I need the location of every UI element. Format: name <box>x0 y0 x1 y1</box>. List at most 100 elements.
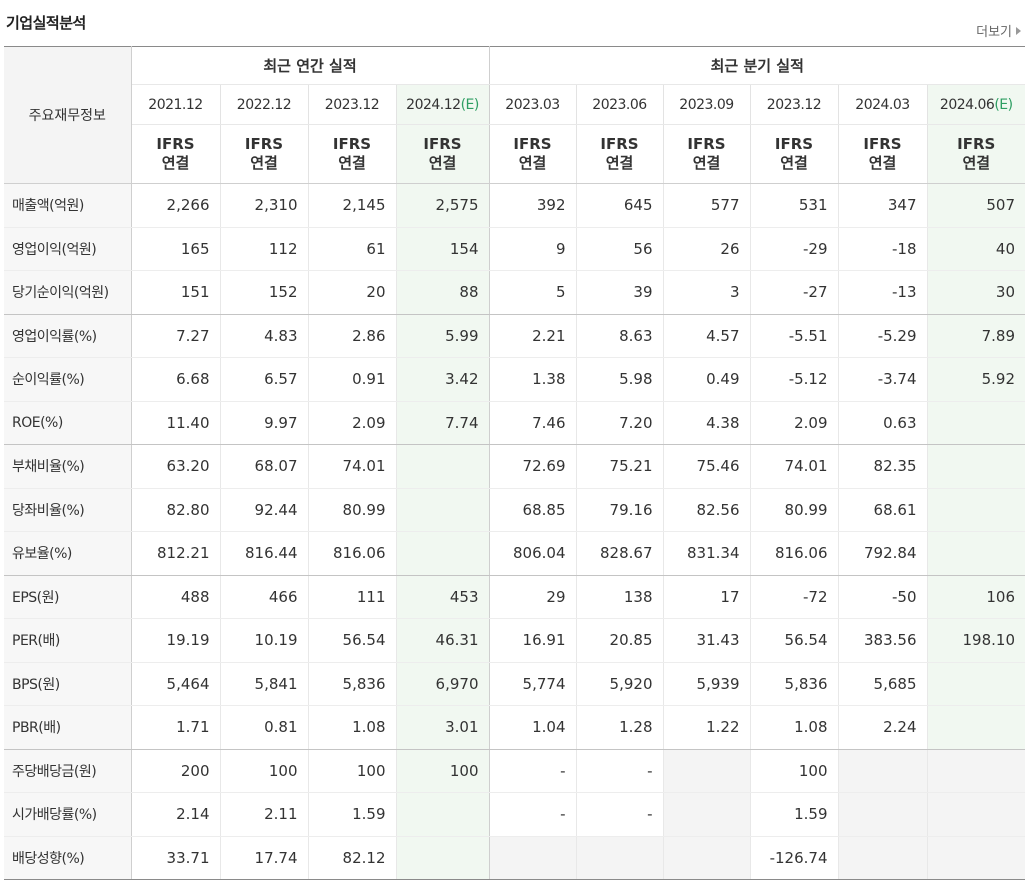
value-cell: -5.12 <box>749 357 838 402</box>
value-cell: 816.06 <box>749 531 838 576</box>
value-cell: 2.86 <box>307 314 396 358</box>
value-cell: 1.22 <box>662 705 750 750</box>
value-cell: 100 <box>307 749 396 793</box>
value-cell: -27 <box>749 270 838 315</box>
consolidated-label: 연결 <box>518 154 547 172</box>
table-row: 시가배당률(%) 2.14 2.11 1.59- -1.59 <box>4 792 1025 837</box>
value-cell: 507 <box>926 183 1025 228</box>
value-cell: 531 <box>749 183 838 228</box>
value-cell: 806.04 <box>488 531 576 576</box>
accounting-standard-header: IFRS 연결 <box>219 124 308 184</box>
value-cell: 383.56 <box>837 618 927 663</box>
value-cell: -5.51 <box>749 314 838 358</box>
value-cell: -13 <box>837 270 927 315</box>
value-cell: 63.20 <box>130 444 220 489</box>
value-cell: 46.31 <box>395 618 489 663</box>
table-row: 유보율(%) 812.21 816.44 816.06 806.04 828.67 831.… <box>4 531 1025 576</box>
value-cell: 0.81 <box>219 705 308 750</box>
value-cell: -72 <box>749 575 838 619</box>
more-link-label: 더보기 <box>976 25 1012 40</box>
value-cell: 79.16 <box>575 488 663 532</box>
period-header: 2024.12(E) <box>395 84 489 125</box>
consolidated-label: 연결 <box>868 154 897 172</box>
value-cell: - <box>575 792 663 837</box>
value-cell: 75.46 <box>662 444 750 489</box>
value-cell: 2.11 <box>219 792 308 837</box>
value-cell: 40 <box>926 227 1025 271</box>
value-cell: 4.83 <box>219 314 308 358</box>
consolidated-label: 연결 <box>692 154 721 172</box>
value-cell: 2.09 <box>307 401 396 445</box>
period-label: 2021.12 <box>148 96 203 113</box>
consolidated-label: 연결 <box>338 154 366 172</box>
period-header: 2023.12 <box>749 84 838 125</box>
value-cell: 4.57 <box>662 314 750 358</box>
ifrs-label: IFRS <box>244 135 284 153</box>
value-cell: 138 <box>575 575 663 619</box>
value-cell: -29 <box>749 227 838 271</box>
ifrs-label: IFRS <box>513 135 552 153</box>
value-cell: 2,310 <box>219 183 308 228</box>
financial-summary-table: 주요재무정보 최근 연간 실적 최근 분기 실적 2021.12 2022.12 2… <box>4 46 1025 880</box>
value-cell: 9.97 <box>219 401 308 445</box>
value-cell: 2.21 <box>488 314 576 358</box>
accounting-standard-header: IFRS 연결 <box>575 124 663 184</box>
value-cell: 4.38 <box>662 401 750 445</box>
row-label: ROE(%) <box>4 401 132 445</box>
value-cell: 11.40 <box>130 401 220 445</box>
value-cell: 5,685 <box>837 662 927 706</box>
value-cell: 26 <box>662 227 750 271</box>
period-header: 2023.12 <box>307 84 396 125</box>
ifrs-label: IFRS <box>600 135 639 153</box>
value-cell: -3.74 <box>837 357 927 402</box>
ifrs-label: IFRS <box>687 135 726 153</box>
value-cell: 488 <box>130 575 220 619</box>
value-cell: 74.01 <box>749 444 838 489</box>
value-cell: 5.98 <box>575 357 663 402</box>
accounting-standard-header: IFRS 연결 <box>395 124 489 184</box>
value-cell: 20.85 <box>575 618 663 663</box>
value-cell: 3.01 <box>395 705 489 750</box>
value-cell: 92.44 <box>219 488 308 532</box>
value-cell: 5.99 <box>395 314 489 358</box>
value-cell: 106 <box>926 575 1025 619</box>
period-label: 2024.12 <box>406 96 461 113</box>
value-cell: 5,836 <box>749 662 838 706</box>
value-cell: 56.54 <box>749 618 838 663</box>
value-cell: 68.85 <box>488 488 576 532</box>
value-cell: 31.43 <box>662 618 750 663</box>
consolidated-label: 연결 <box>962 154 991 172</box>
value-cell: 0.91 <box>307 357 396 402</box>
consolidated-label: 연결 <box>250 154 278 172</box>
table-row: 영업이익률(%) 7.27 4.83 2.86 5.99 2.21 8.63 4.57 -5.5… <box>4 314 1025 358</box>
value-cell: 828.67 <box>575 531 663 576</box>
table-row: ROE(%) 11.40 9.97 2.09 7.74 7.46 7.20 4.38 2.09 0… <box>4 401 1025 445</box>
value-cell: 80.99 <box>749 488 838 532</box>
period-label: 2023.09 <box>679 96 734 113</box>
value-cell: -126.74 <box>749 836 838 880</box>
value-cell: 1.71 <box>130 705 220 750</box>
value-cell: 5,920 <box>575 662 663 706</box>
period-header: 2023.09 <box>662 84 750 125</box>
value-cell: 17 <box>662 575 750 619</box>
value-cell: 2,575 <box>395 183 489 228</box>
table-row: 당좌비율(%) 82.80 92.44 80.99 68.85 79.16 82.56 80.… <box>4 488 1025 532</box>
value-cell: 816.44 <box>219 531 308 576</box>
value-cell: 5,774 <box>488 662 576 706</box>
value-cell: 6.57 <box>219 357 308 402</box>
value-cell <box>662 792 750 837</box>
row-label: 당좌비율(%) <box>4 488 132 532</box>
value-cell: 75.21 <box>575 444 663 489</box>
value-cell: 3.42 <box>395 357 489 402</box>
table-row: PER(배) 19.19 10.19 56.54 46.31 16.91 20.85 31.4… <box>4 618 1025 663</box>
value-cell: 74.01 <box>307 444 396 489</box>
value-cell: 5.92 <box>926 357 1025 402</box>
value-cell: 1.04 <box>488 705 576 750</box>
more-link[interactable]: 더보기 <box>976 21 1021 40</box>
value-cell: 5,464 <box>130 662 220 706</box>
value-cell <box>926 662 1025 706</box>
value-cell: 56 <box>575 227 663 271</box>
value-cell: 82.12 <box>307 836 396 880</box>
table-row: EPS(원) 488 466 111 453 29 138 17 -72 -50 106 <box>4 575 1025 619</box>
value-cell <box>926 749 1025 793</box>
